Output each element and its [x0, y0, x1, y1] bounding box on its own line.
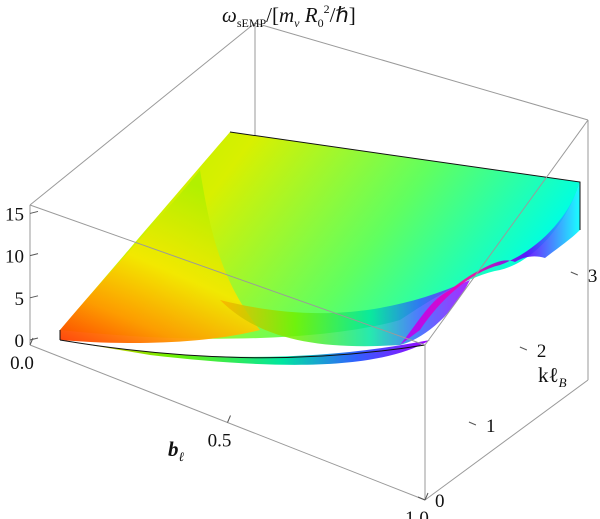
- z-tick-mark: [29, 253, 39, 257]
- y-axis-label: kℓB: [538, 363, 567, 390]
- z-tick-label: 10: [5, 247, 24, 268]
- x-tick-mark: [424, 492, 429, 501]
- surface-front-edge: [59, 339, 426, 359]
- box-edge-back-top: [254, 22, 589, 121]
- surface-back-edge: [229, 131, 581, 230]
- box-edge-right-top: [424, 119, 589, 346]
- surface-ridges: [400, 182, 580, 345]
- y-tick-label: 3: [588, 266, 598, 287]
- box-back: [29, 22, 589, 380]
- chart-title: ωsEMP/[mv R02/ℏ]: [222, 2, 356, 30]
- box-edge-right-bottom: [424, 379, 589, 501]
- y-tick-label: 0: [435, 491, 445, 512]
- y-tick-mark: [570, 271, 579, 276]
- z-tick-label: 5: [15, 289, 25, 310]
- surface-mid-band: [220, 280, 470, 347]
- box-edge-front-top: [29, 204, 426, 346]
- surface-low-region: [60, 170, 260, 343]
- z-tick-label: 0: [15, 331, 25, 352]
- surface: [59, 131, 581, 365]
- box-edge-back-left-top: [29, 22, 256, 206]
- x-tick-label: 1.0: [405, 508, 429, 519]
- x-tick-label: 0.0: [10, 353, 34, 374]
- x-axis-label: bℓ: [168, 437, 185, 464]
- y-tick-label: 2: [537, 341, 547, 362]
- z-tick-mark: [29, 337, 39, 341]
- y-tick-mark: [468, 421, 477, 426]
- z-axis-ticks: 0 5 10 15: [5, 204, 39, 352]
- x-tick-mark: [29, 337, 34, 346]
- z-tick-label: 15: [5, 204, 24, 225]
- y-tick-mark: [417, 496, 426, 501]
- y-axis-ticks: 0 1 2 3: [417, 266, 598, 512]
- z-tick-mark: [29, 210, 39, 214]
- x-tick-mark: [227, 415, 231, 423]
- y-tick-label: 1: [486, 416, 496, 437]
- y-tick-mark: [519, 346, 528, 351]
- surface-front-band: [60, 340, 430, 365]
- x-tick-label: 0.5: [208, 431, 232, 452]
- x-axis-ticks: 0.0 0.5 1.0: [10, 337, 429, 519]
- z-tick-mark: [29, 295, 39, 299]
